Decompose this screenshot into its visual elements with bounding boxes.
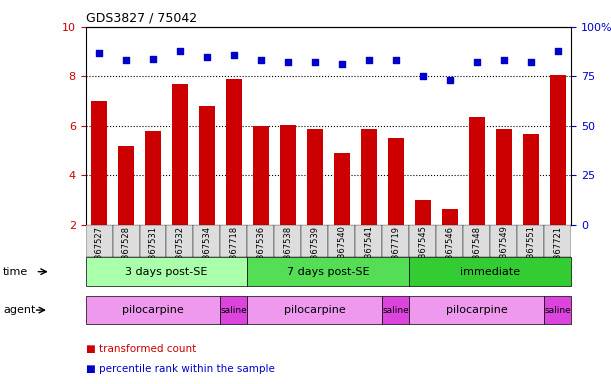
Point xyxy=(391,58,401,64)
Text: 3 days post-SE: 3 days post-SE xyxy=(125,266,208,277)
Text: GSM367549: GSM367549 xyxy=(499,226,508,276)
Bar xyxy=(442,209,458,225)
Bar xyxy=(360,129,377,225)
Text: GSM367548: GSM367548 xyxy=(472,226,481,276)
Text: time: time xyxy=(3,266,28,277)
Point xyxy=(256,58,266,64)
Bar xyxy=(274,225,301,257)
Text: GSM367721: GSM367721 xyxy=(554,226,562,276)
Text: GSM367719: GSM367719 xyxy=(392,226,400,276)
Bar xyxy=(523,134,539,225)
Text: GSM367551: GSM367551 xyxy=(526,226,535,276)
Text: GSM367532: GSM367532 xyxy=(175,226,185,276)
Bar xyxy=(550,75,566,225)
Text: saline: saline xyxy=(382,306,409,314)
Text: agent: agent xyxy=(3,305,35,315)
Bar xyxy=(382,225,409,257)
Point xyxy=(229,51,239,58)
Bar xyxy=(221,225,247,257)
Point xyxy=(202,53,212,60)
Text: GSM367531: GSM367531 xyxy=(148,226,158,276)
Point xyxy=(94,50,104,56)
Point xyxy=(283,60,293,66)
Bar xyxy=(301,225,329,257)
Bar xyxy=(329,225,356,257)
Text: immediate: immediate xyxy=(460,266,521,277)
Text: saline: saline xyxy=(221,306,247,314)
Bar xyxy=(415,200,431,225)
Text: GSM367538: GSM367538 xyxy=(284,226,293,277)
Point xyxy=(175,48,185,54)
Bar xyxy=(112,225,139,257)
Bar xyxy=(253,126,269,225)
Text: GSM367541: GSM367541 xyxy=(364,226,373,276)
Bar xyxy=(334,153,350,225)
Bar xyxy=(436,225,463,257)
Text: ■ transformed count: ■ transformed count xyxy=(86,344,196,354)
Bar xyxy=(139,225,167,257)
Text: pilocarpine: pilocarpine xyxy=(446,305,508,315)
Text: pilocarpine: pilocarpine xyxy=(284,305,346,315)
Bar xyxy=(280,124,296,225)
Bar xyxy=(194,225,221,257)
Bar xyxy=(307,129,323,225)
Bar xyxy=(388,138,404,225)
Point xyxy=(364,58,374,64)
Point xyxy=(472,60,481,66)
Point xyxy=(553,48,563,54)
Bar xyxy=(491,225,518,257)
Bar xyxy=(544,225,571,257)
Text: GSM367528: GSM367528 xyxy=(122,226,131,276)
Point xyxy=(499,58,509,64)
Bar xyxy=(496,129,512,225)
Point xyxy=(418,73,428,79)
Text: GSM367527: GSM367527 xyxy=(95,226,103,276)
Bar xyxy=(172,84,188,225)
Bar xyxy=(86,225,112,257)
Text: GSM367546: GSM367546 xyxy=(445,226,455,276)
Bar xyxy=(518,225,544,257)
Text: GSM367545: GSM367545 xyxy=(419,226,427,276)
Point xyxy=(526,60,536,66)
Bar xyxy=(91,101,107,225)
Text: GSM367718: GSM367718 xyxy=(230,226,238,277)
Bar xyxy=(469,117,485,225)
Bar xyxy=(166,225,194,257)
Bar xyxy=(145,131,161,225)
Point xyxy=(148,55,158,61)
Point xyxy=(337,61,347,68)
Text: 7 days post-SE: 7 days post-SE xyxy=(287,266,370,277)
Text: GSM367536: GSM367536 xyxy=(257,226,265,277)
Bar xyxy=(118,146,134,225)
Bar xyxy=(356,225,382,257)
Point xyxy=(310,60,320,66)
Bar xyxy=(463,225,491,257)
Point xyxy=(121,58,131,64)
Text: GSM367540: GSM367540 xyxy=(337,226,346,276)
Text: GSM367539: GSM367539 xyxy=(310,226,320,276)
Text: ■ percentile rank within the sample: ■ percentile rank within the sample xyxy=(86,364,274,374)
Point xyxy=(445,77,455,83)
Bar xyxy=(226,79,242,225)
Text: saline: saline xyxy=(544,306,571,314)
Bar xyxy=(199,106,215,225)
Bar xyxy=(409,225,436,257)
Text: GDS3827 / 75042: GDS3827 / 75042 xyxy=(86,12,197,25)
Text: GSM367534: GSM367534 xyxy=(202,226,211,276)
Text: pilocarpine: pilocarpine xyxy=(122,305,184,315)
Bar xyxy=(247,225,274,257)
